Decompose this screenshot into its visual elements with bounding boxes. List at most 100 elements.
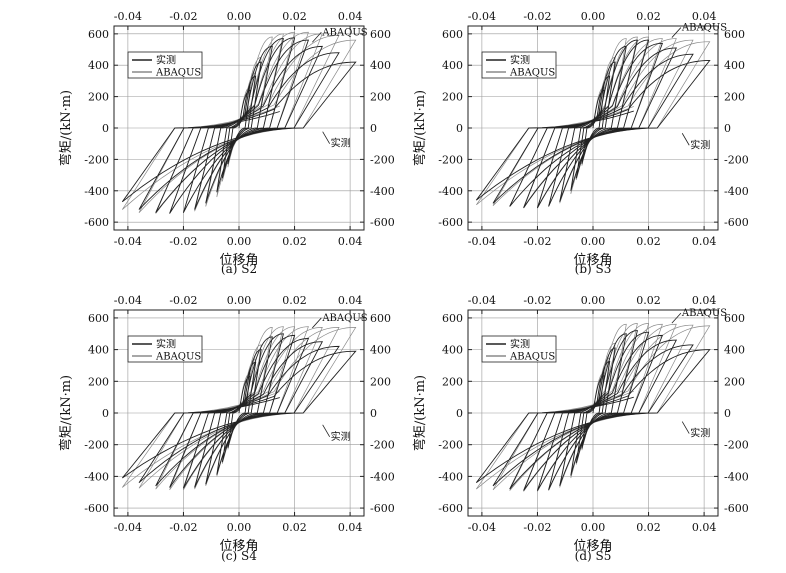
y-tick-label: 600 — [88, 28, 109, 41]
x-tick-label: -0.02 — [523, 521, 551, 534]
y-tick-label-right: -200 — [370, 153, 395, 166]
y-tick-label-right: 400 — [370, 59, 391, 72]
y-axis-title: 弯矩/(kN·m) — [412, 90, 428, 166]
x-tick-label-top: -0.02 — [523, 10, 551, 23]
y-tick-label: -600 — [438, 502, 463, 515]
x-tick-label-top: -0.04 — [114, 294, 142, 307]
x-tick-label-top: 0.00 — [581, 10, 606, 23]
x-tick-label: -0.02 — [523, 235, 551, 248]
annotation-leader — [322, 424, 331, 437]
x-tick-label-top: 0.04 — [692, 10, 717, 23]
x-tick-label-top: 0.02 — [636, 294, 661, 307]
annotation-leader — [681, 421, 690, 434]
y-tick-label: -200 — [438, 439, 463, 452]
y-tick-label-right: 0 — [724, 122, 731, 135]
y-tick-label-right: 600 — [370, 28, 391, 41]
panel-caption: (c) S4 — [221, 549, 257, 563]
legend-label: 实测 — [510, 338, 530, 351]
x-tick-label-top: 0.00 — [581, 294, 606, 307]
y-tick-label-right: 0 — [370, 407, 377, 420]
x-tick-label-top: 0.00 — [227, 10, 252, 23]
series-measured-curve — [475, 330, 711, 491]
y-tick-label: -400 — [84, 470, 109, 483]
x-tick-label: 0.04 — [692, 521, 717, 534]
y-tick-label-right: 400 — [724, 59, 745, 72]
x-tick-label: 0.00 — [581, 235, 606, 248]
x-tick-label-top: -0.02 — [169, 294, 197, 307]
legend-box — [127, 335, 203, 363]
annotation-leader — [671, 312, 682, 324]
y-tick-label-right: 200 — [724, 375, 745, 388]
legend-label: 实测 — [156, 54, 176, 67]
y-tick-label-right: -600 — [724, 502, 749, 515]
y-axis-title: 弯矩/(kN·m) — [58, 375, 74, 451]
legend-box — [127, 51, 203, 79]
y-tick-label: -200 — [84, 439, 109, 452]
annotation-label: ABAQUS — [681, 23, 727, 34]
y-tick-label: 200 — [442, 91, 463, 104]
y-tick-label: 0 — [102, 122, 109, 135]
x-tick-label: -0.04 — [468, 521, 496, 534]
x-axis-title: 位移角 — [219, 539, 258, 554]
annotation-label: ABAQUS — [321, 313, 367, 324]
y-tick-label: -200 — [84, 153, 109, 166]
y-axis-title: 弯矩/(kN·m) — [58, 90, 74, 166]
y-tick-label-right: -600 — [370, 502, 395, 515]
y-tick-label-right: -400 — [724, 185, 749, 198]
x-axis-title: 位移角 — [573, 539, 612, 554]
x-tick-label: -0.04 — [114, 521, 142, 534]
y-tick-label: -600 — [84, 502, 109, 515]
y-tick-label-right: -400 — [370, 185, 395, 198]
annotation-label: ABAQUS — [681, 308, 727, 319]
x-tick-label-top: -0.02 — [523, 294, 551, 307]
y-tick-label-right: 200 — [370, 375, 391, 388]
annotation-leader — [312, 317, 322, 329]
x-tick-label-top: -0.02 — [169, 10, 197, 23]
y-tick-label-right: 0 — [370, 122, 377, 135]
y-tick-label: 0 — [102, 407, 109, 420]
y-tick-label: -400 — [84, 185, 109, 198]
y-tick-label-right: 400 — [724, 344, 745, 357]
series-measured-curve — [475, 39, 711, 209]
annotation-label: 实测 — [690, 138, 710, 151]
y-tick-label-right: 400 — [370, 344, 391, 357]
chart-panel-1: -0.04 -0.04 -0.02 -0.02 0.00 0.00 0.02 0.02 0.04… — [58, 10, 395, 276]
y-tick-label-right: -400 — [370, 470, 395, 483]
y-tick-label-right: 0 — [724, 407, 731, 420]
y-tick-label-right: 600 — [370, 312, 391, 325]
panel-caption: (a) S2 — [221, 262, 257, 276]
x-tick-label-top: -0.04 — [468, 294, 496, 307]
legend-label: 实测 — [156, 338, 176, 351]
chart-panel-4: -0.04 -0.04 -0.02 -0.02 0.00 0.00 0.02 0.02 0.04… — [412, 294, 749, 563]
chart-panel-2: -0.04 -0.04 -0.02 -0.02 0.00 0.00 0.02 0.02 0.04… — [412, 10, 749, 276]
y-axis-title: 弯矩/(kN·m) — [412, 375, 428, 451]
x-tick-label: -0.02 — [169, 521, 197, 534]
x-tick-label-top: 0.04 — [338, 294, 363, 307]
x-tick-label: 0.04 — [338, 235, 363, 248]
x-tick-label: 0.04 — [338, 521, 363, 534]
x-axis-title: 位移角 — [573, 253, 612, 268]
x-tick-label: 0.00 — [227, 235, 252, 248]
y-tick-label-right: 200 — [724, 91, 745, 104]
y-tick-label: 600 — [442, 312, 463, 325]
legend-label: ABAQUS — [509, 68, 555, 79]
y-tick-label: -600 — [438, 216, 463, 229]
x-axis-title: 位移角 — [219, 253, 258, 268]
x-tick-label: -0.04 — [468, 235, 496, 248]
y-tick-label-right: -200 — [370, 439, 395, 452]
x-tick-label-top: -0.04 — [114, 10, 142, 23]
x-tick-label: 0.02 — [636, 521, 661, 534]
annotation-leader — [322, 131, 331, 144]
x-tick-label: -0.02 — [169, 235, 197, 248]
y-tick-label: 200 — [442, 375, 463, 388]
x-tick-label: 0.02 — [636, 235, 661, 248]
annotation-leader — [312, 32, 322, 43]
y-tick-label: -400 — [438, 185, 463, 198]
y-tick-label: 0 — [456, 122, 463, 135]
legend-label: ABAQUS — [509, 352, 555, 363]
annotation-label: 实测 — [690, 427, 710, 440]
y-tick-label: -600 — [84, 216, 109, 229]
series-measured-curve — [121, 333, 357, 489]
